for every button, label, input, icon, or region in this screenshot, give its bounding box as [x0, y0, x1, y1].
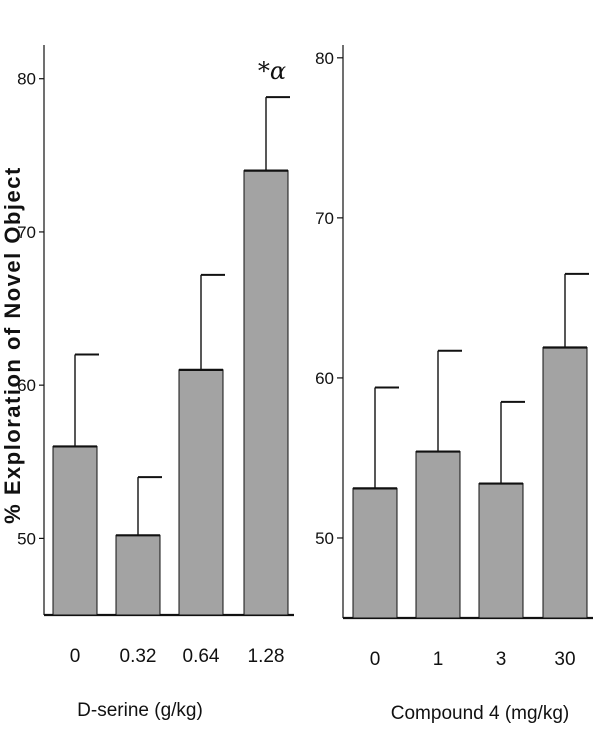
- bar: [542, 347, 588, 619]
- x-tick-label: 30: [554, 649, 575, 670]
- bar-group-3: [478, 400, 525, 619]
- bar: [415, 451, 461, 619]
- bar: [178, 369, 224, 616]
- bar-group-1.28: [243, 96, 290, 616]
- y-tick-label: 60: [315, 369, 334, 388]
- x-tick-label: 3: [496, 649, 507, 670]
- bar-group-0.64: [178, 273, 225, 616]
- x-tick-label: 0.32: [120, 646, 157, 667]
- chart-panel-dserine: 50 60 70 80 0 0.32 0.64 1.28 *α D-serine (g/kg): [17, 45, 294, 721]
- bar-group-1: [415, 349, 462, 619]
- y-tick-label: 80: [17, 70, 36, 89]
- x-tick-label: 0.64: [183, 646, 220, 667]
- bar: [115, 534, 161, 616]
- y-tick-label: 50: [315, 529, 334, 548]
- x-tick-label: 0: [70, 646, 81, 667]
- bar: [478, 483, 524, 619]
- chart-panel-compound4: 50 60 70 80 0 1 3 30 Compound 4 (mg/kg): [315, 45, 593, 724]
- y-axis-label: % Exploration of Novel Object: [0, 166, 25, 524]
- bar: [243, 170, 289, 616]
- bar: [52, 445, 98, 616]
- bar-group-0.32: [115, 476, 162, 616]
- y-tick-label: 70: [315, 209, 334, 228]
- x-tick-label: 1.28: [248, 646, 285, 667]
- y-tick-label: 80: [315, 49, 334, 68]
- bar-group-0: [52, 353, 99, 616]
- bar-group-30: [542, 272, 589, 619]
- y-tick-label: 60: [17, 376, 36, 395]
- x-axis-label: D-serine (g/kg): [77, 700, 203, 721]
- x-axis-label: Compound 4 (mg/kg): [391, 703, 569, 724]
- x-tick-label: 0: [370, 649, 381, 670]
- bar-group-0: [352, 386, 399, 619]
- y-tick-label: 50: [17, 529, 36, 548]
- y-tick-label: 70: [17, 223, 36, 242]
- x-tick-label: 1: [433, 649, 444, 670]
- significance-annotation: *α: [258, 57, 286, 85]
- bar: [352, 487, 398, 619]
